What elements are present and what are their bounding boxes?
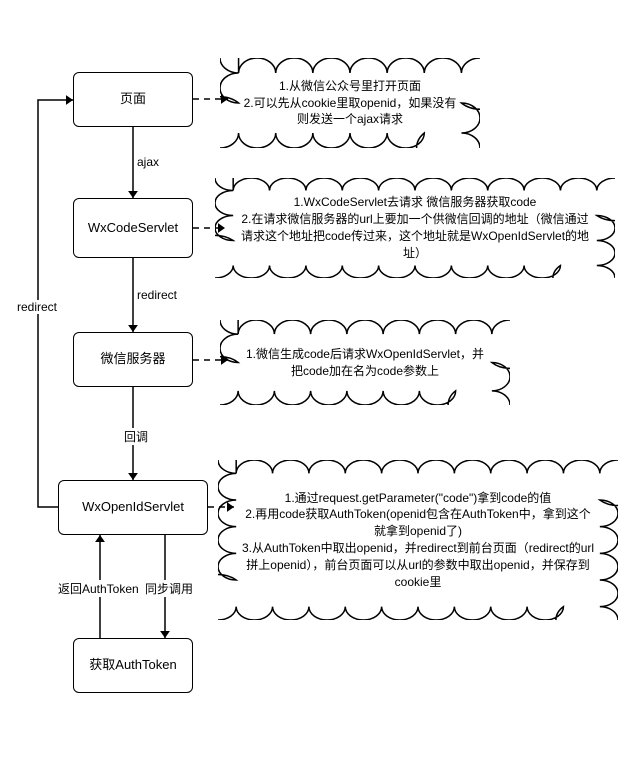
node-label: 获取AuthToken [89, 657, 176, 674]
edge-label-e1: ajax [135, 155, 161, 169]
cloud-text: 1.微信生成code后请求WxOpenIdServlet，并把code加在名为c… [242, 346, 488, 380]
cloud-1: 1.从微信公众号里打开页面2.可以先从cookie里取openid，如果没有则发… [220, 58, 480, 148]
node-page: 页面 [73, 72, 193, 127]
cloud-4: 1.通过request.getParameter("code")拿到code的值… [218, 460, 618, 620]
node-wxserver: 微信服务器 [73, 332, 193, 387]
node-wxcode: WxCodeServlet [73, 198, 193, 258]
edge-label-e2: redirect [135, 288, 179, 302]
edge-label-e4: 同步调用 [143, 580, 195, 597]
cloud-text: 1.WxCodeServlet去请求 微信服务器获取code2.在请求微信服务器… [237, 194, 593, 261]
cloud-text: 1.从微信公众号里打开页面2.可以先从cookie里取openid，如果没有则发… [242, 78, 458, 128]
edge-label-e5: 返回AuthToken [56, 580, 141, 597]
cloud-2: 1.WxCodeServlet去请求 微信服务器获取code2.在请求微信服务器… [215, 178, 615, 278]
cloud-text: 1.通过request.getParameter("code")拿到code的值… [240, 490, 596, 591]
node-authtoken: 获取AuthToken [73, 638, 193, 693]
node-label: 页面 [120, 91, 146, 108]
edge-label-e3: 回调 [122, 428, 150, 445]
node-wxopenid: WxOpenIdServlet [58, 480, 208, 535]
node-label: WxCodeServlet [88, 220, 178, 237]
edge-label-e6: redirect [15, 300, 59, 314]
cloud-3: 1.微信生成code后请求WxOpenIdServlet，并把code加在名为c… [220, 320, 510, 405]
node-label: WxOpenIdServlet [82, 499, 184, 516]
node-label: 微信服务器 [100, 351, 165, 368]
